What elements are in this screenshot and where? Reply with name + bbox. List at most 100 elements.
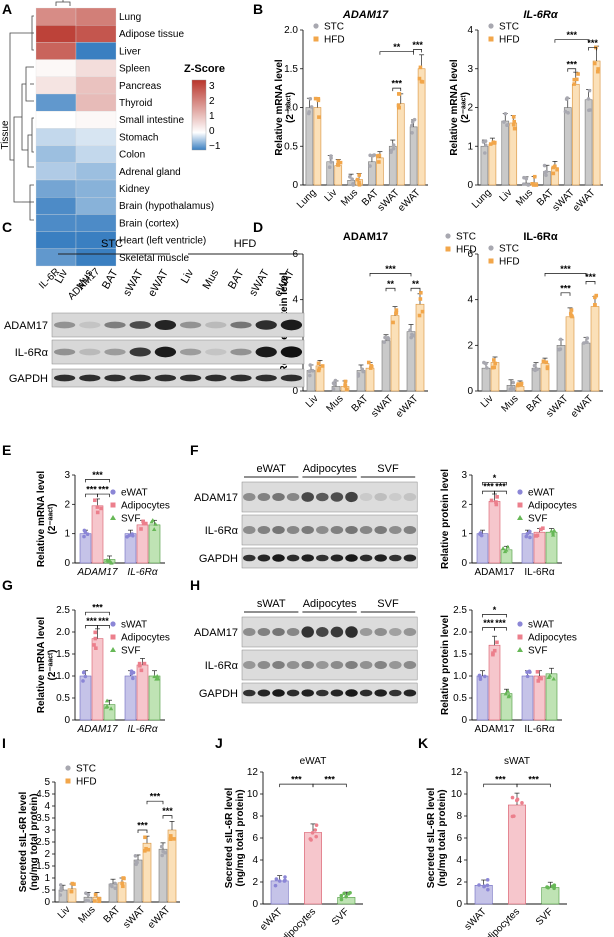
blot-band (345, 525, 358, 535)
x-tick-label-adam17: ADAM17 (76, 724, 117, 735)
blot-band (104, 348, 126, 356)
significance-label: *** (585, 272, 596, 282)
blot-band (257, 627, 271, 637)
data-point (316, 361, 321, 366)
blot-band (53, 348, 76, 356)
y-tick-label: 0 (461, 558, 467, 569)
data-point (82, 534, 86, 539)
data-point (394, 311, 398, 316)
legend-entry-stc: STC (499, 22, 519, 33)
blot-band (345, 660, 358, 670)
significance-label: *** (150, 792, 161, 802)
bar-lung-stc (305, 107, 314, 186)
significance-bracket (482, 614, 507, 618)
y-tick-label: 2.0 (284, 25, 298, 36)
y-tick-label: 3 (44, 825, 50, 836)
significance-label: *** (566, 59, 577, 69)
significance-label: * (493, 605, 497, 615)
bar-il-6r-svf (545, 531, 558, 564)
data-point (576, 72, 580, 76)
heatmap-cell (75, 214, 117, 232)
y-tick-label: 1.5 (453, 649, 467, 660)
heatmap-cell (35, 93, 77, 112)
blot-band (257, 689, 271, 697)
heatmap-cell (75, 7, 117, 26)
data-point (505, 544, 510, 549)
data-point (572, 82, 576, 86)
y-tick-label: 6 (252, 833, 258, 844)
significance-label: *** (495, 618, 506, 628)
panel-label-j: J (215, 735, 223, 751)
significance-bracket (567, 68, 577, 72)
data-point (569, 308, 574, 312)
data-point (541, 526, 545, 530)
data-point (104, 557, 110, 562)
blot-band (280, 346, 303, 358)
data-point (313, 96, 318, 101)
blot-h-group-adipocytes: Adipocytes (303, 598, 357, 610)
data-point (420, 309, 425, 314)
bar-adam17-adipocytes (91, 505, 104, 564)
data-point (510, 795, 515, 800)
data-point (558, 337, 563, 342)
x-tick-label-lung: Lung (470, 187, 494, 211)
data-point (310, 830, 315, 835)
x-tick-label-lung: Lung (295, 187, 319, 211)
blot-band (272, 689, 285, 697)
significance-label: ** (412, 279, 420, 289)
bar-ewat-ewat (270, 880, 289, 905)
data-point (587, 88, 592, 93)
bar-ewat-hfd (590, 306, 600, 392)
legend-entry-adipocytes: Adipocytes (121, 501, 170, 512)
x-tick-label-ewat: eWAT (569, 393, 596, 420)
data-point (479, 533, 484, 538)
blot-h-row-label-il-6r: IL-6Rα (205, 660, 239, 672)
legend-marker (110, 634, 116, 640)
data-point (331, 381, 336, 385)
data-point (492, 648, 497, 653)
significance-bracket (554, 39, 589, 43)
bar-swat-stc (563, 107, 572, 186)
y-tick-label: 2 (252, 877, 258, 888)
legend-marker (313, 23, 319, 29)
data-point (524, 534, 529, 539)
data-point (587, 108, 591, 113)
heatmap-cell (35, 25, 77, 43)
y-tick-label: 3 (467, 64, 473, 75)
data-point (350, 177, 354, 181)
data-point (348, 890, 352, 895)
data-point (526, 183, 531, 187)
blot-band (243, 525, 256, 535)
data-point (482, 360, 486, 365)
heatmap-cell (75, 111, 117, 129)
y-axis-label: Relative mRNA level (36, 617, 47, 714)
blot-band (129, 374, 151, 382)
data-point (552, 528, 557, 533)
panel-label-k: K (418, 735, 428, 751)
blot-band (230, 321, 252, 329)
data-point (565, 96, 570, 100)
significance-bracket (482, 481, 507, 486)
blot-c-group-hfd: HFD (234, 238, 257, 250)
blot-band (330, 554, 344, 562)
blot-band (205, 348, 227, 356)
legend-entry-adipocytes: Adipocytes (121, 633, 170, 644)
x-tick-label-swat: sWAT (376, 187, 402, 213)
bar-liv-stc (326, 161, 335, 186)
legend-marker (488, 245, 494, 251)
tissue-axis-title: Tissue (0, 120, 11, 150)
y-axis-label: Relative mRNA level (449, 59, 460, 156)
blot-band (257, 492, 271, 502)
data-point (336, 163, 341, 167)
chart-b-il6ra: 0 1 2 3 4 IL-6Rα Relative mRNA level (2⁻ᵃᵃᶜᵗ) Lu… (449, 9, 603, 214)
data-point (308, 363, 313, 367)
blot-band (389, 689, 402, 697)
data-point (550, 532, 556, 537)
data-point (283, 878, 287, 883)
data-point (512, 126, 517, 131)
data-point (410, 131, 414, 135)
heatmap-cell (35, 128, 77, 146)
blot-c-row-label-adam17: ADAM17 (4, 320, 48, 332)
heatmap-cell (35, 197, 77, 215)
